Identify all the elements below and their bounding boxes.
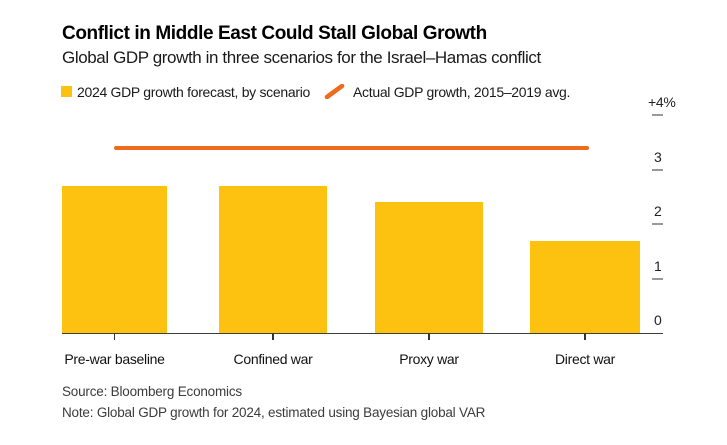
chart-subtitle: Global GDP growth in three scenarios for… <box>62 48 541 67</box>
x-axis-tick <box>113 333 116 340</box>
y-axis-tick <box>652 277 663 280</box>
y-axis-label: 2 <box>654 203 662 220</box>
x-axis-tick <box>428 333 430 340</box>
y-axis-label: 0 <box>654 312 662 328</box>
legend-line-swatch-icon <box>324 84 345 99</box>
y-axis-tick <box>652 168 663 171</box>
x-axis-label: Proxy war <box>399 351 459 367</box>
x-axis-tick <box>584 333 586 340</box>
legend-line-series-label: Actual GDP growth, 2015–2019 avg. <box>353 83 571 100</box>
bar-proxy-war <box>375 202 483 333</box>
bar-confined-war <box>219 186 327 333</box>
reference-line <box>114 145 589 151</box>
bar-pre-war-baseline <box>62 186 167 333</box>
x-axis-label: Direct war <box>554 351 615 367</box>
y-axis-label: +4% <box>648 94 676 111</box>
x-axis-tick <box>272 333 274 340</box>
note-text: Note: Global GDP growth for 2024, estima… <box>62 405 486 420</box>
chart-title: Conflict in Middle East Could Stall Glob… <box>62 23 487 44</box>
y-axis-label: 3 <box>654 148 662 165</box>
source-text: Source: Bloomberg Economics <box>62 384 242 399</box>
bar-direct-war <box>530 240 640 333</box>
y-axis-tick <box>652 223 663 226</box>
legend-bar-swatch-icon <box>61 86 72 97</box>
x-axis-label: Pre-war baseline <box>64 351 165 367</box>
x-axis-line <box>62 332 663 334</box>
y-axis-label: 1 <box>654 257 662 274</box>
legend-bar-series-label: 2024 GDP growth forecast, by scenario <box>77 83 310 100</box>
legend: 2024 GDP growth forecast, by scenario Ac… <box>61 83 571 100</box>
y-axis-tick <box>652 114 663 117</box>
x-axis-label: Confined war <box>233 351 313 367</box>
